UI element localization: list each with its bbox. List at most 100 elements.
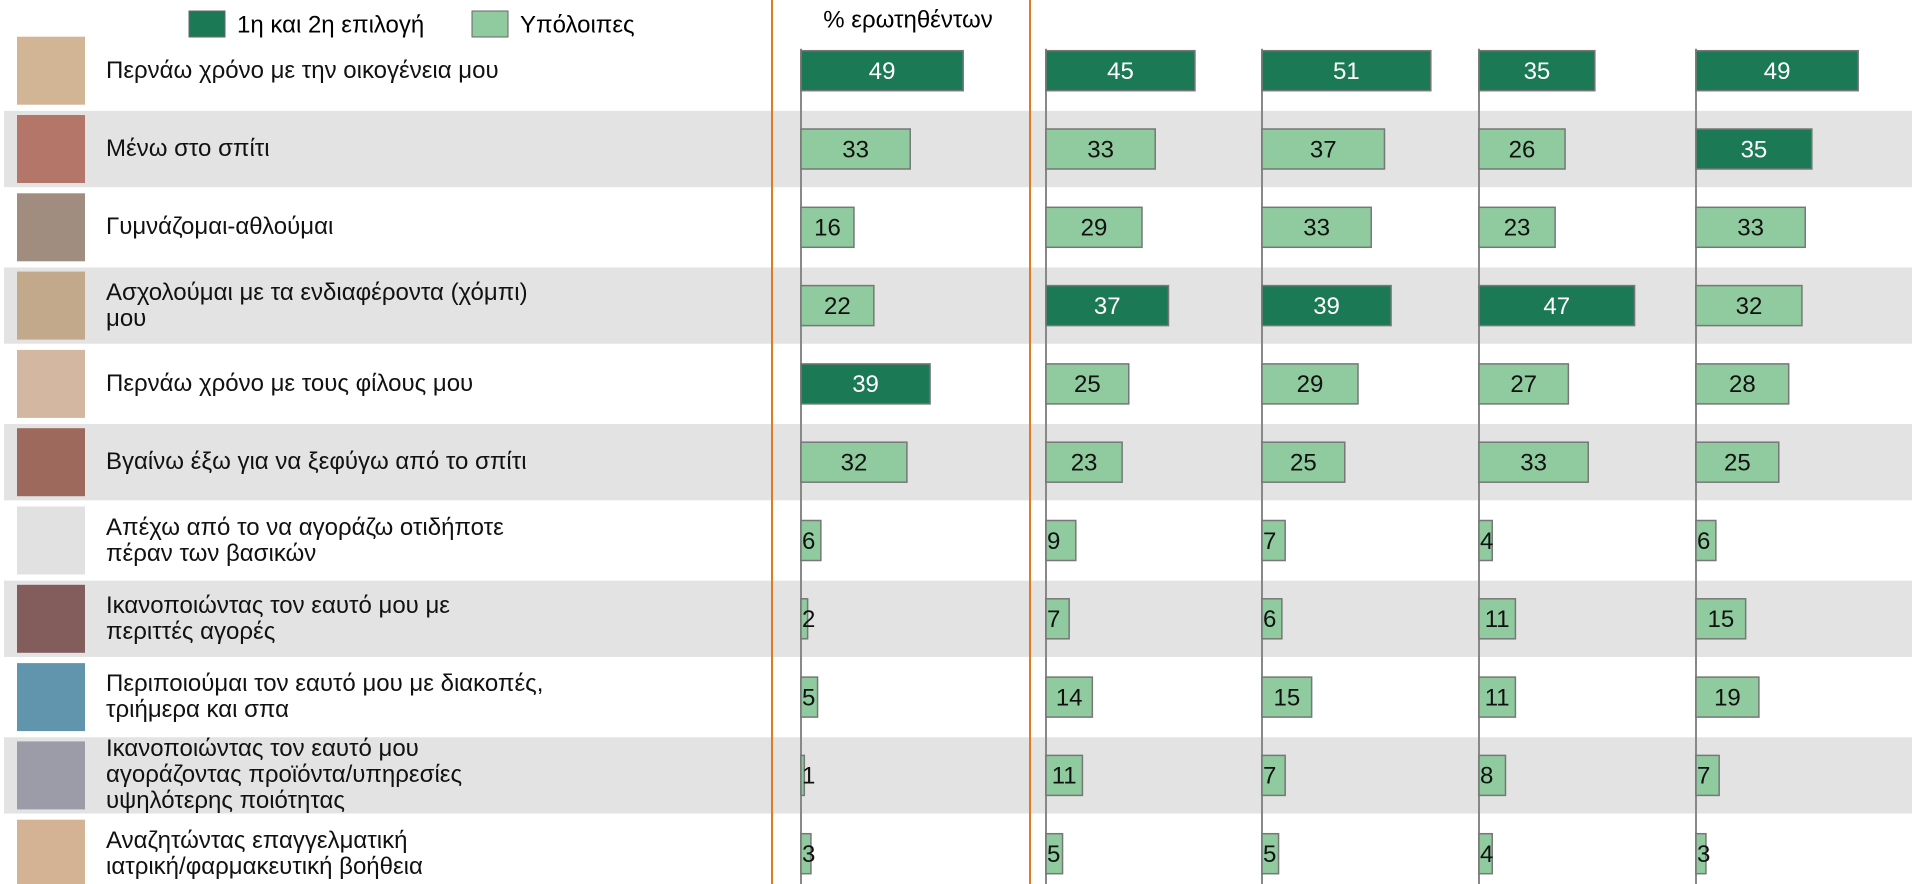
value-label: 33 [1303,215,1330,242]
value-label: 19 [1714,684,1741,711]
value-label: 49 [869,58,896,85]
value-label: 45 [1107,58,1134,85]
bar [800,363,931,405]
value-label: 37 [1094,293,1121,320]
row-image [17,741,85,810]
bar [1261,284,1392,327]
row-image [17,819,85,884]
value-label: 25 [1724,450,1751,477]
row-image [17,193,85,262]
value-label: 2 [802,606,815,633]
bar [1695,128,1813,170]
value-label: 32 [1736,293,1763,320]
value-label: 11 [1485,606,1510,633]
value-label: 33 [1737,215,1764,242]
legend-label: 1η και 2η επιλογή [237,11,424,38]
chart-title: % ερωτηθέντων [823,6,993,33]
category-label: Αναζητώντας επαγγελματική ιατρική/φαρμακ… [106,826,423,880]
value-label: 3 [1697,841,1710,868]
bar [1261,49,1432,92]
bar [1261,519,1286,562]
bar [1695,363,1790,405]
category-label: Ικανοποιώντας τον εαυτό μου αγοράζοντας … [106,735,463,815]
value-label: 47 [1543,293,1570,320]
value-label: 7 [1047,606,1060,633]
value-label: 35 [1524,58,1551,85]
bar [1478,284,1636,327]
category-label: Μένω στο σπίτι [106,135,270,162]
bar [800,754,806,797]
bar [1695,284,1803,327]
row-band [4,110,1912,188]
value-label: 15 [1273,684,1300,711]
value-label: 29 [1297,371,1324,398]
bar [800,832,812,875]
value-label: 1 [802,763,815,790]
value-label: 28 [1729,371,1756,398]
bar [1478,598,1517,640]
value-label: 25 [1074,371,1101,398]
value-label: 11 [1485,684,1510,711]
bar [1478,363,1570,405]
value-label: 14 [1056,684,1083,711]
bar [1478,49,1596,92]
bar [1478,206,1556,249]
row-band [4,424,1912,501]
bar [800,676,819,718]
bar [1261,441,1346,483]
value-label: 33 [1520,450,1547,477]
value-label: 7 [1697,763,1710,790]
bar [800,519,822,562]
bar [800,598,809,640]
bar [1695,676,1760,718]
value-label: 5 [1263,841,1276,868]
bar [1261,598,1283,640]
legend-swatch [188,10,226,38]
value-label: 9 [1047,528,1060,555]
value-label: 6 [1697,528,1710,555]
row-image [17,349,85,418]
value-label: 5 [802,684,815,711]
row-band [4,737,1912,814]
bar [1045,206,1143,249]
bar [1261,363,1359,405]
value-label: 11 [1052,763,1077,790]
value-label: 6 [1263,606,1276,633]
value-label: 23 [1504,215,1531,242]
bar [1045,519,1077,562]
value-label: 33 [1087,136,1114,163]
bar [1045,49,1196,92]
value-label: 27 [1510,371,1537,398]
category-label: Γυμνάζομαι-αθλούμαι [106,213,334,241]
row-image [17,271,85,340]
bar [800,441,908,483]
bar [1478,832,1493,875]
value-label: 33 [842,136,869,163]
value-label: 4 [1480,841,1493,868]
legend-label: Υπόλοιπες [520,11,635,38]
row-image [17,428,85,497]
value-label: 6 [802,528,815,555]
row-image [17,663,85,732]
category-label: Βγαίνω έξω για να ξεφύγω από το σπίτι [106,448,527,476]
value-label: 35 [1741,136,1768,163]
value-label: 29 [1081,215,1108,242]
bar [1695,832,1707,875]
value-label: 5 [1047,841,1060,868]
value-label: 16 [814,215,841,242]
bar [1045,363,1130,405]
value-label: 49 [1764,58,1791,85]
bar [1261,128,1386,170]
bar [1045,284,1170,327]
bar [1478,754,1507,797]
value-label: 23 [1071,450,1098,477]
value-label: 39 [852,371,879,398]
bar [1045,676,1094,718]
bar [1695,519,1717,562]
value-label: 25 [1290,450,1317,477]
bar [800,284,875,327]
bar [1695,206,1806,249]
bar [1478,676,1517,718]
legend-swatch [471,10,509,38]
